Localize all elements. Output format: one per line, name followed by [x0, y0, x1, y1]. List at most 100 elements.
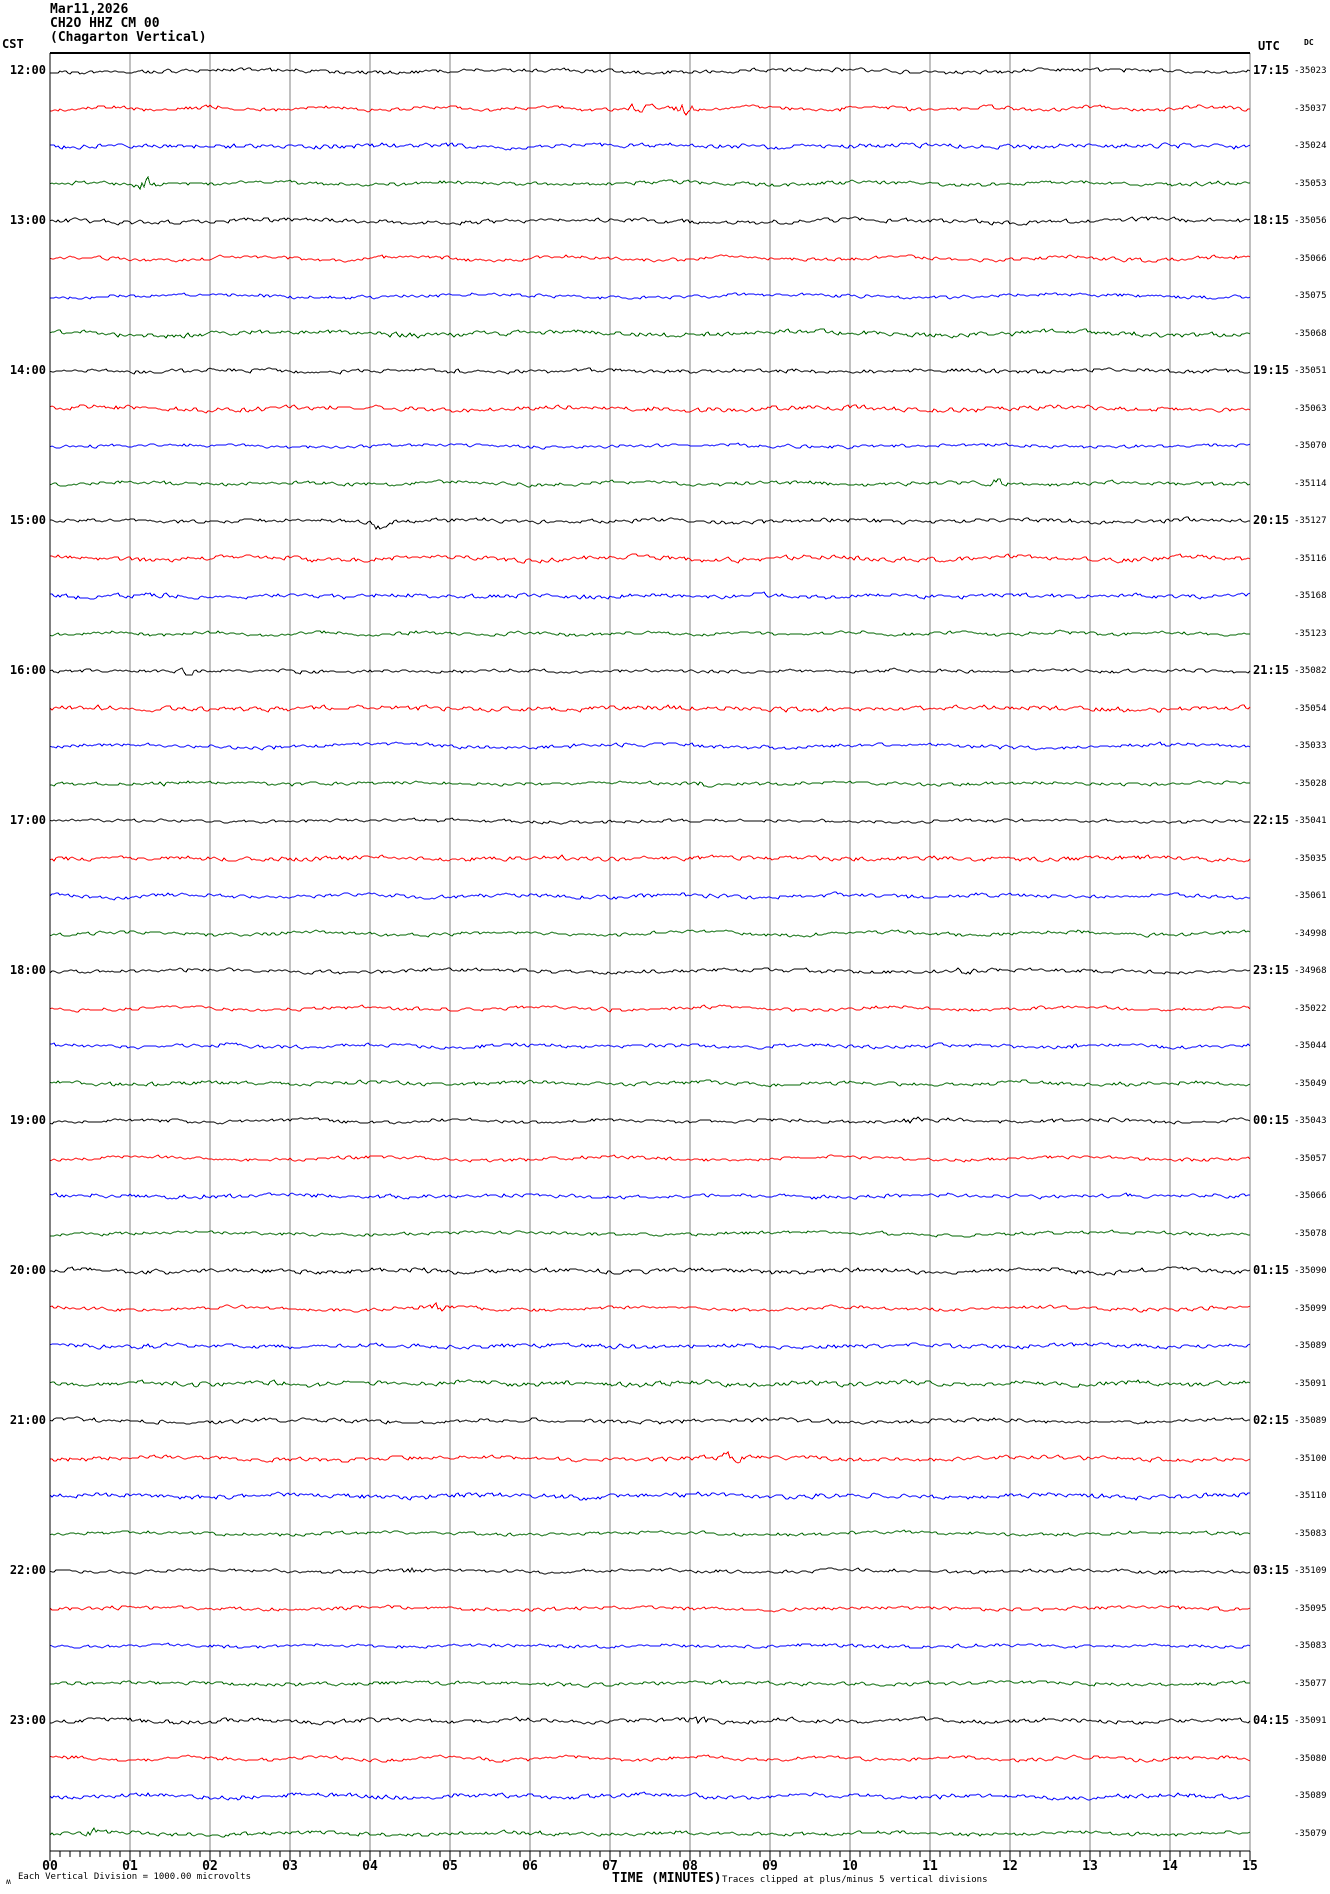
seismo-trace [49, 929, 1251, 938]
cst-hour-label: 12:00 [9, 63, 46, 77]
seismo-trace [50, 1679, 1250, 1688]
utc-hour-label: 01:15 [1253, 1263, 1290, 1277]
x-tick-label: 11 [922, 1859, 938, 1874]
right-timezone-label: UTC [1258, 39, 1280, 53]
dc-value: -35089 [1294, 1416, 1327, 1426]
seismo-trace [49, 1004, 1251, 1013]
seismo-trace [49, 1642, 1251, 1649]
seismo-trace [50, 1266, 1251, 1276]
seismo-trace [50, 780, 1250, 788]
seismo-trace [50, 1229, 1250, 1238]
seismo-trace [50, 102, 1250, 116]
x-tick-label: 14 [1162, 1859, 1178, 1874]
seismo-trace [49, 1604, 1251, 1613]
cst-hour-label: 15:00 [9, 513, 46, 527]
seismo-trace [50, 1716, 1251, 1726]
record-date: Mar11,2026 [50, 2, 129, 17]
dc-value: -35089 [1294, 1341, 1327, 1351]
utc-hour-label: 19:15 [1253, 363, 1290, 377]
left-timezone-label: CST [2, 37, 24, 51]
seismo-trace [49, 1529, 1251, 1537]
minute-gridlines [129, 53, 1251, 1851]
x-tick-label: 01 [122, 1859, 138, 1874]
dc-value: -35123 [1294, 628, 1327, 639]
dc-value: -35110 [1294, 1491, 1327, 1501]
dc-value: -35044 [1294, 1041, 1327, 1051]
seismo-trace [50, 591, 1251, 600]
seismo-trace [49, 328, 1251, 339]
seismo-trace [49, 478, 1251, 488]
dc-value: -35080 [1294, 1753, 1327, 1764]
dc-value: -35114 [1294, 478, 1327, 489]
dc-value: -35116 [1294, 553, 1327, 564]
seismo-trace [49, 367, 1251, 375]
dc-value: -35056 [1294, 216, 1327, 226]
cst-hour-label: 19:00 [9, 1113, 46, 1127]
dc-value: -35043 [1294, 1116, 1327, 1126]
seismo-trace [49, 854, 1251, 863]
dc-value: -35049 [1294, 1078, 1327, 1089]
dc-value: -35070 [1294, 441, 1327, 451]
dc-value: -35083 [1294, 1641, 1327, 1651]
dc-value: -35091 [1294, 1378, 1327, 1389]
x-tick-label: 10 [842, 1859, 858, 1874]
dc-value: -35022 [1294, 1003, 1327, 1014]
dc-value: -35051 [1294, 366, 1327, 376]
utc-hour-label: 17:15 [1253, 63, 1290, 77]
utc-hour-label: 03:15 [1253, 1563, 1290, 1577]
dc-value: -35168 [1294, 591, 1327, 601]
seismo-trace [49, 404, 1251, 414]
dc-value: -35068 [1294, 328, 1327, 339]
dc-value: -35100 [1294, 1453, 1327, 1464]
seismo-trace [49, 175, 1250, 191]
seismo-trace [49, 1791, 1251, 1801]
station-location: (Chagarton Vertical) [50, 30, 207, 45]
seismo-trace [50, 292, 1251, 300]
cst-hour-label: 18:00 [9, 963, 46, 977]
utc-hour-label: 23:15 [1253, 963, 1290, 977]
cst-hour-label: 17:00 [9, 813, 46, 827]
dc-value: -35099 [1294, 1303, 1327, 1314]
seismo-trace [49, 1566, 1251, 1575]
seismo-trace [49, 704, 1251, 713]
x-axis-title: TIME (MINUTES) [612, 1871, 722, 1886]
dc-value: -35089 [1294, 1791, 1327, 1801]
utc-hour-label: 20:15 [1253, 513, 1290, 527]
dc-value: -35035 [1294, 853, 1327, 864]
seismo-trace [49, 1192, 1250, 1200]
seismo-trace [50, 1042, 1251, 1050]
seismo-trace [49, 1491, 1250, 1501]
seismo-trace [50, 1451, 1251, 1464]
x-axis-ticks [49, 1851, 1251, 1861]
utc-hour-label: 21:15 [1253, 663, 1290, 677]
watermark-glyph: ʍ [6, 1877, 11, 1886]
seismo-traces [49, 67, 1251, 1838]
seismo-trace [49, 629, 1250, 637]
dc-value: -35095 [1294, 1603, 1327, 1614]
utc-hour-label: 02:15 [1253, 1413, 1290, 1427]
seismo-trace [49, 1154, 1251, 1163]
x-tick-label: 13 [1082, 1859, 1098, 1874]
seismo-trace [49, 1416, 1250, 1425]
x-tick-label: 06 [522, 1859, 538, 1874]
seismo-trace [50, 516, 1250, 530]
seismo-trace [49, 891, 1250, 901]
cst-hour-label: 14:00 [9, 363, 46, 377]
dc-value: -35077 [1294, 1678, 1327, 1689]
cst-hour-label: 23:00 [9, 1713, 46, 1727]
dc-value: -35083 [1294, 1528, 1327, 1539]
seismo-trace [49, 216, 1251, 226]
x-tick-label: 07 [602, 1859, 618, 1874]
utc-hour-label: 04:15 [1253, 1713, 1290, 1727]
x-tick-label: 09 [762, 1859, 778, 1874]
dc-value: -35033 [1294, 741, 1327, 751]
seismo-trace [49, 967, 1251, 975]
dc-value: -35053 [1294, 178, 1327, 189]
seismo-trace [49, 1079, 1251, 1088]
utc-hour-label: 00:15 [1253, 1113, 1290, 1127]
dc-value: -35023 [1294, 66, 1327, 76]
dc-value: -35028 [1294, 778, 1327, 789]
dc-value: -35061 [1294, 891, 1327, 901]
dc-value: -35082 [1294, 666, 1327, 676]
